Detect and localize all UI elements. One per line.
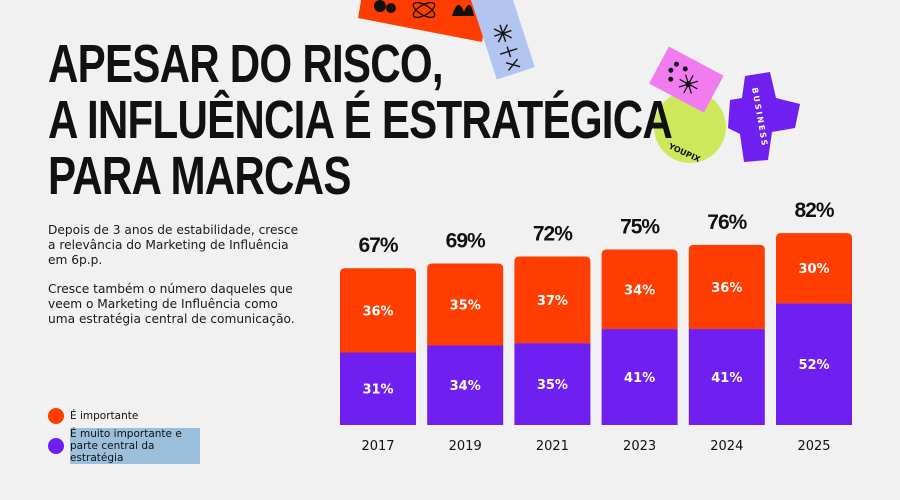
x-tick-label: 2019 — [449, 439, 482, 454]
x-tick-label: 2017 — [361, 439, 394, 454]
bar-segment-very-important — [601, 329, 678, 425]
total-value-label: 69% — [446, 230, 486, 253]
total-value-label: 82% — [794, 199, 834, 222]
description-paragraph-1: Depois de 3 anos de estabilidade, cresce… — [48, 223, 299, 267]
business-badge-sticker: BUSINESS — [728, 72, 800, 162]
youpix-circle-sticker: YOUPIX — [654, 91, 726, 164]
bar-segment-important — [514, 256, 591, 344]
segment-value-label: 41% — [624, 371, 655, 386]
legend-swatch-purple — [48, 438, 64, 454]
description-paragraph-2: Cresce também o número daqueles que veem… — [48, 282, 295, 326]
chart-legend: É importante É muito importante e parte … — [48, 408, 200, 468]
legend-label: É muito importante e parte central da es… — [70, 428, 200, 464]
pink-sticker — [649, 46, 724, 113]
bar-segment-important — [601, 249, 678, 330]
bar-segment-important — [688, 244, 765, 330]
legend-item-very-important: É muito importante e parte central da es… — [48, 428, 200, 464]
segment-value-label: 52% — [798, 358, 829, 373]
blue-sticker — [470, 0, 535, 80]
orange-sticker — [358, 0, 490, 42]
x-tick-label: 2025 — [797, 439, 830, 454]
x-tick-label: 2024 — [710, 439, 743, 454]
segment-value-label: 35% — [450, 298, 481, 313]
bar-segment-very-important — [688, 329, 765, 425]
bar-segment-very-important — [340, 352, 416, 425]
segment-value-label: 34% — [624, 283, 655, 298]
x-tick-label: 2023 — [623, 439, 656, 454]
segment-value-label: 36% — [711, 281, 742, 296]
bar-segment-very-important — [514, 343, 591, 425]
total-value-label: 72% — [533, 223, 573, 246]
total-value-label: 76% — [707, 211, 747, 234]
bar-segment-important — [340, 268, 416, 353]
segment-value-label: 30% — [798, 262, 829, 277]
total-value-label: 75% — [620, 216, 660, 239]
page-title: APESAR DO RISCO, A INFLUÊNCIA É ESTRATÉG… — [48, 34, 673, 206]
segment-value-label: 36% — [362, 304, 393, 319]
bar-segment-important — [427, 263, 504, 346]
segment-value-label: 35% — [537, 378, 568, 393]
legend-swatch-orange — [48, 408, 64, 424]
title-line-1: APESAR DO RISCO, — [48, 34, 444, 94]
x-tick-label: 2021 — [536, 439, 569, 454]
bar-segment-important — [776, 233, 852, 304]
title-line-3: PARA MARCAS — [48, 146, 351, 206]
title-line-2: A INFLUÊNCIA É ESTRATÉGICA — [48, 90, 673, 150]
segment-value-label: 41% — [711, 371, 742, 386]
total-value-label: 67% — [358, 234, 398, 257]
legend-item-important: É importante — [48, 408, 200, 424]
segment-value-label: 34% — [450, 379, 481, 394]
segment-value-label: 31% — [362, 383, 393, 398]
bar-segment-very-important — [427, 345, 504, 425]
legend-label: É importante — [70, 410, 139, 422]
bar-segment-very-important — [776, 303, 852, 425]
segment-value-label: 37% — [537, 294, 568, 309]
description: Depois de 3 anos de estabilidade, cresce… — [48, 223, 308, 341]
